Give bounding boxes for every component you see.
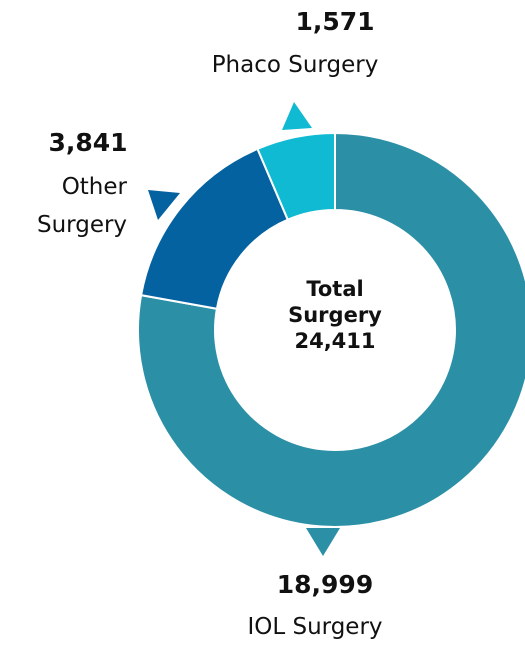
center-title: Total Surgery (288, 277, 382, 327)
value-label: 1,571 (295, 7, 375, 36)
center-total: 24,411 (294, 329, 376, 353)
pointer (306, 528, 340, 556)
pointer (282, 102, 312, 130)
slice (137, 131, 525, 528)
value-label: 18,999 (276, 570, 374, 599)
category-label: Other Surgery (37, 174, 128, 238)
value-label: 3,841 (48, 128, 128, 157)
slice (256, 131, 336, 221)
center-label: Total Surgery 24,411 (265, 276, 405, 354)
category-label: IOL Surgery (247, 614, 383, 640)
category-label: Phaco Surgery (211, 52, 379, 78)
pointer (148, 190, 180, 220)
